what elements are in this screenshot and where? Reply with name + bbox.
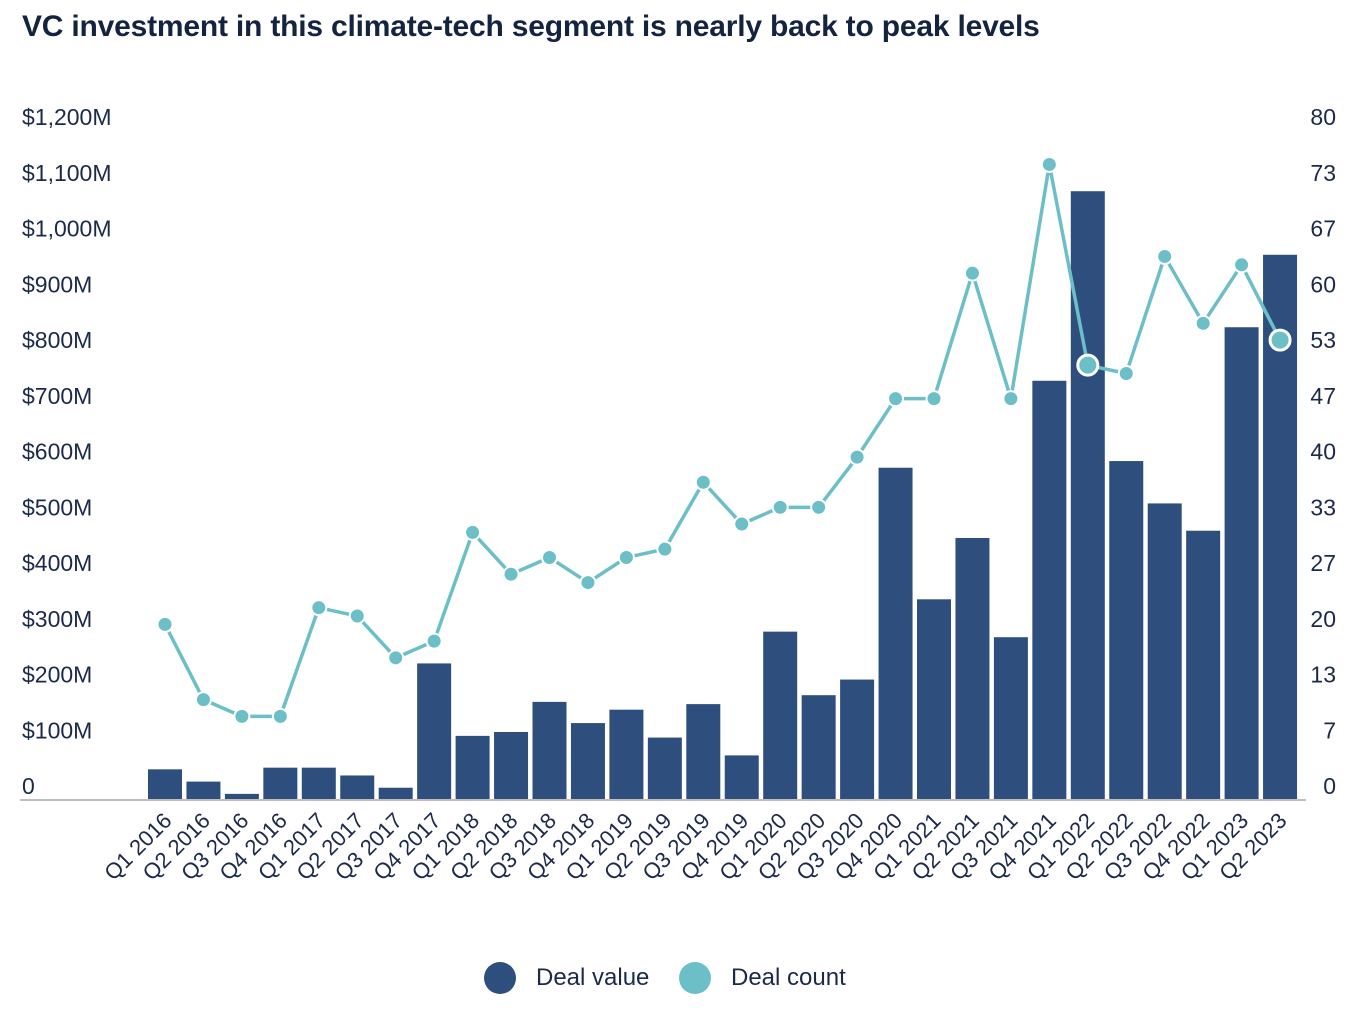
deal-count-point xyxy=(771,498,789,516)
deal-value-bar xyxy=(1109,461,1144,800)
deal-count-line xyxy=(156,155,1292,725)
deal-value-bar xyxy=(840,679,875,800)
deal-count-point xyxy=(579,574,597,592)
deal-value-bar xyxy=(570,723,605,800)
deal-value-bar xyxy=(993,637,1028,800)
right-tick-label: 20 xyxy=(1310,606,1336,632)
deal-count-point xyxy=(348,607,366,625)
right-tick-label: 40 xyxy=(1310,439,1336,465)
deal-count-point xyxy=(1156,247,1174,265)
left-tick-label: $900M xyxy=(22,271,92,297)
deal-value-bar xyxy=(494,731,529,800)
deal-value-bar xyxy=(724,755,759,800)
deal-value-bar xyxy=(532,701,567,800)
deal-count-point xyxy=(541,548,558,566)
deal-count-point xyxy=(887,390,905,408)
left-tick-label: $1,200M xyxy=(22,104,112,130)
deal-count-point xyxy=(656,540,674,558)
deal-count-point xyxy=(733,515,751,533)
deal-value-bar xyxy=(1186,530,1221,800)
right-tick-label: 7 xyxy=(1323,717,1336,743)
deal-count-point xyxy=(425,632,443,650)
left-tick-label: $300M xyxy=(22,606,92,632)
deal-value-bar xyxy=(609,709,644,800)
legend: Deal value Deal count xyxy=(0,962,1366,998)
deal-count-point xyxy=(810,498,828,516)
deal-value-bar xyxy=(1032,380,1067,800)
deal-value-bar xyxy=(301,767,336,800)
right-tick-label: 13 xyxy=(1310,662,1336,688)
left-tick-label: $800M xyxy=(22,327,92,353)
deal-count-point xyxy=(694,473,712,491)
left-tick-label: $100M xyxy=(22,717,92,743)
legend-item-deal-value: Deal value xyxy=(484,962,649,994)
deal-value-bar xyxy=(801,695,836,800)
deal-count-point xyxy=(233,707,251,725)
right-tick-label: 73 xyxy=(1310,160,1336,186)
deal-value-bars xyxy=(148,191,1298,800)
deal-value-bar xyxy=(455,735,490,800)
right-tick-label: 33 xyxy=(1310,494,1336,520)
deal-count-point xyxy=(156,615,174,633)
deal-value-bar xyxy=(378,787,413,800)
deal-count-point xyxy=(1002,390,1020,408)
deal-value-swatch xyxy=(484,962,516,994)
deal-count-point xyxy=(963,264,981,282)
deal-value-bar xyxy=(1224,327,1259,800)
chart: 0 $100M $200M $300M $400M $500M $600M $700M $800… xyxy=(20,104,1336,885)
deal-value-bar xyxy=(1147,503,1182,800)
deal-value-bar xyxy=(148,769,182,800)
left-tick-label: $500M xyxy=(22,494,92,520)
right-tick-label: 60 xyxy=(1310,271,1336,297)
deal-value-bar xyxy=(647,737,682,800)
legend-item-deal-count: Deal count xyxy=(679,962,846,994)
deal-count-point xyxy=(387,649,405,667)
legend-label-deal-count: Deal count xyxy=(731,964,846,991)
right-tick-label: 67 xyxy=(1310,216,1336,242)
deal-count-point xyxy=(464,523,482,541)
left-tick-label: 0 xyxy=(22,773,35,799)
deal-value-bar xyxy=(763,631,798,800)
deal-count-point xyxy=(1117,365,1135,383)
deal-count-point xyxy=(1233,256,1251,274)
deal-count-swatch xyxy=(679,962,711,994)
left-tick-label: $700M xyxy=(22,383,92,409)
right-tick-label: 80 xyxy=(1310,104,1336,130)
deal-value-bar xyxy=(878,467,913,800)
chart-title: VC investment in this climate-tech segme… xyxy=(22,10,1040,43)
deal-count-point xyxy=(271,707,289,725)
deal-count-point xyxy=(925,390,943,408)
left-axis: 0 $100M $200M $300M $400M $500M $600M $700M $800… xyxy=(22,104,112,799)
deal-count-point xyxy=(1194,314,1212,332)
deal-value-bar xyxy=(955,537,990,800)
deal-count-point xyxy=(310,599,328,617)
deal-value-bar xyxy=(417,663,452,800)
deal-count-point xyxy=(848,448,866,466)
deal-value-bar xyxy=(1070,191,1105,800)
left-tick-label: $1,000M xyxy=(22,216,112,242)
deal-count-point xyxy=(1076,353,1100,377)
deal-value-bar xyxy=(917,599,951,800)
right-tick-label: 0 xyxy=(1323,773,1336,799)
right-axis: 0 7 13 20 27 33 40 47 53 60 67 73 80 xyxy=(1310,104,1336,799)
deal-value-bar xyxy=(263,767,298,800)
deal-count-point xyxy=(1268,328,1292,352)
deal-value-bar xyxy=(224,793,259,800)
deal-value-bar xyxy=(340,775,375,800)
left-tick-label: $400M xyxy=(22,550,92,576)
left-tick-label: $200M xyxy=(22,662,92,688)
deal-count-point xyxy=(617,548,635,566)
legend-label-deal-value: Deal value xyxy=(536,964,650,991)
right-tick-label: 27 xyxy=(1310,550,1336,576)
right-tick-label: 47 xyxy=(1310,383,1336,409)
left-tick-label: $600M xyxy=(22,439,92,465)
deal-count-point xyxy=(502,565,520,583)
deal-count-point xyxy=(1040,155,1058,173)
right-tick-label: 53 xyxy=(1310,327,1336,353)
left-tick-label: $1,100M xyxy=(22,160,112,186)
deal-value-bar xyxy=(186,781,221,800)
deal-count-point xyxy=(194,691,212,709)
deal-value-bar xyxy=(686,704,721,800)
